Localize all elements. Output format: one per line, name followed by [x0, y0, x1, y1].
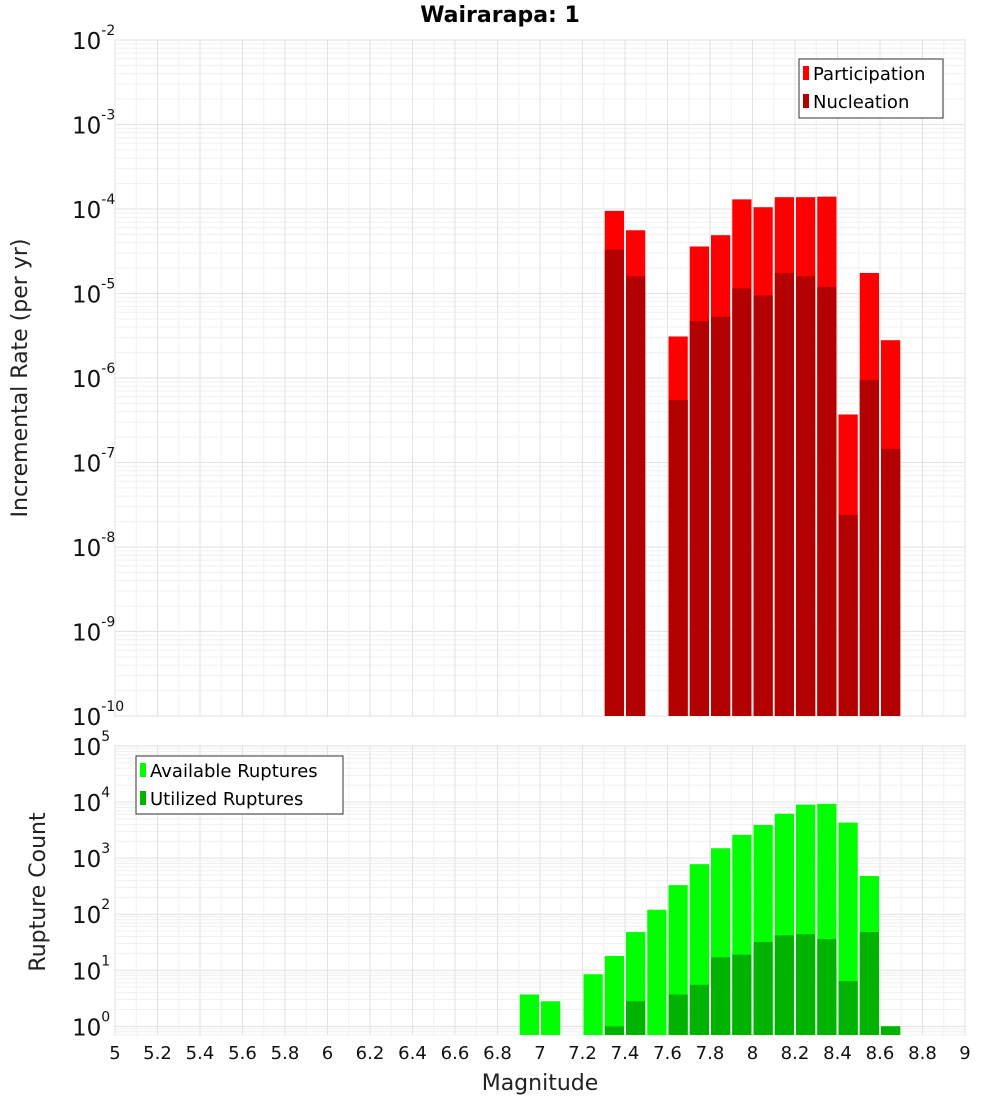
count-y-axis-label: Rupture Count — [26, 812, 51, 972]
legend-swatch-available — [140, 763, 146, 777]
rate-gridlines — [114, 39, 966, 717]
rate-bar-inner — [817, 286, 837, 716]
rate-y-tick-label: 10-8 — [72, 530, 115, 562]
rate-y-tick-label: 10-6 — [72, 361, 115, 393]
x-tick-label: 6.2 — [356, 1043, 385, 1064]
legend-label-available: Available Ruptures — [150, 761, 318, 782]
x-tick-label: 8.8 — [908, 1043, 937, 1064]
count-bar-outer — [604, 955, 624, 1035]
count-bar-outer — [647, 909, 667, 1035]
legend-swatch-participation — [803, 66, 809, 80]
count-y-tick-label: 101 — [72, 953, 110, 985]
x-tick-label: 7.4 — [611, 1043, 640, 1064]
rate-panel: 10-2 10-3 10-4 10-5 10-6 10-7 10-8 10-9 10-10 In… — [8, 23, 966, 731]
x-tick-label: 8.4 — [823, 1043, 852, 1064]
rate-bar-inner — [881, 448, 901, 716]
legend-swatch-nucleation — [803, 94, 809, 108]
x-tick-label: 6 — [322, 1043, 333, 1064]
rate-bars — [604, 196, 901, 717]
rate-bar-inner — [732, 288, 752, 716]
count-y-tick-label: 105 — [72, 729, 110, 761]
rate-bar-inner — [796, 276, 816, 716]
count-y-ticks: 105 104 103 102 101 100 — [72, 729, 110, 1041]
rate-bar-inner — [859, 379, 879, 716]
x-tick-label: 9 — [959, 1043, 970, 1064]
rate-bar-inner — [711, 316, 731, 716]
x-tick-label: 5.8 — [271, 1043, 300, 1064]
count-bar-inner — [732, 954, 752, 1035]
rate-bar-inner — [689, 321, 709, 716]
x-axis-label: Magnitude — [482, 1071, 599, 1096]
legend-label-utilized: Utilized Ruptures — [150, 789, 303, 810]
count-bar-inner — [796, 934, 816, 1035]
rate-bar-inner — [838, 514, 858, 716]
count-y-tick-label: 102 — [72, 897, 110, 929]
x-tick-label: 7.8 — [696, 1043, 725, 1064]
count-bar-inner — [774, 935, 794, 1035]
rate-y-tick-label: 10-9 — [72, 615, 115, 647]
count-legend: Available Ruptures Utilized Ruptures — [135, 755, 344, 815]
count-bar-inner — [689, 984, 709, 1035]
rate-y-tick-label: 10-4 — [72, 192, 115, 224]
rate-legend-box — [798, 58, 944, 119]
count-bar-outer — [583, 974, 603, 1035]
count-bar-inner — [668, 994, 688, 1035]
x-ticks: 5 5.2 5.4 5.6 5.8 6 6.2 6.4 6.6 6.8 7 7.2 7.4 7.6 7.8 8… — [109, 1043, 970, 1064]
rate-y-ticks: 10-2 10-3 10-4 10-5 10-6 10-7 10-8 10-9 10-10 — [72, 23, 124, 731]
count-bar-inner — [604, 1026, 624, 1035]
chart-title: Wairarapa: 1 — [420, 3, 580, 28]
x-tick-label: 7.2 — [568, 1043, 597, 1064]
count-y-tick-label: 104 — [72, 785, 110, 817]
rate-bar-inner — [626, 276, 646, 716]
count-bar-inner — [859, 932, 879, 1035]
count-bars — [519, 803, 901, 1035]
count-bar-outer — [541, 1001, 561, 1035]
count-y-tick-label: 103 — [72, 841, 110, 873]
rate-bar-inner — [604, 249, 624, 716]
count-bar-inner — [626, 1001, 646, 1035]
count-bar-inner — [711, 957, 731, 1035]
rate-bar-inner — [774, 272, 794, 716]
x-tick-label: 6.4 — [398, 1043, 427, 1064]
x-tick-label: 6.6 — [441, 1043, 470, 1064]
count-panel: 105 104 103 102 101 100 5 5.2 5.4 5.6 5.8 6 6.2 6.4 6… — [26, 729, 971, 1096]
x-tick-label: 5 — [109, 1043, 120, 1064]
rate-y-tick-label: 10-10 — [72, 699, 124, 731]
count-bar-inner — [753, 941, 773, 1035]
count-legend-box — [135, 755, 344, 815]
rate-bar-inner — [668, 399, 688, 716]
rate-y-tick-label: 10-7 — [72, 446, 115, 478]
rate-y-tick-label: 10-5 — [72, 277, 115, 309]
legend-label-participation: Participation — [813, 64, 925, 85]
rate-y-tick-label: 10-2 — [72, 23, 115, 55]
x-tick-label: 7.6 — [653, 1043, 682, 1064]
rate-legend: Participation Nucleation — [798, 58, 944, 119]
count-bar-inner — [838, 981, 858, 1035]
x-tick-label: 7 — [534, 1043, 545, 1064]
x-tick-label: 6.8 — [483, 1043, 512, 1064]
legend-label-nucleation: Nucleation — [813, 92, 909, 113]
rate-bar-inner — [753, 295, 773, 716]
count-y-tick-label: 100 — [72, 1009, 110, 1041]
count-bar-inner — [817, 939, 837, 1035]
x-tick-label: 5.2 — [143, 1043, 172, 1064]
rate-y-axis-label: Incremental Rate (per yr) — [8, 239, 33, 518]
x-tick-label: 5.6 — [228, 1043, 257, 1064]
rate-y-tick-label: 10-3 — [72, 108, 115, 140]
x-tick-label: 5.4 — [186, 1043, 215, 1064]
x-tick-label: 8.6 — [866, 1043, 895, 1064]
count-bar-inner — [881, 1026, 901, 1035]
legend-swatch-utilized — [140, 791, 146, 805]
x-tick-label: 8.2 — [781, 1043, 810, 1064]
x-tick-label: 8 — [747, 1043, 758, 1064]
count-bar-outer — [519, 994, 539, 1035]
